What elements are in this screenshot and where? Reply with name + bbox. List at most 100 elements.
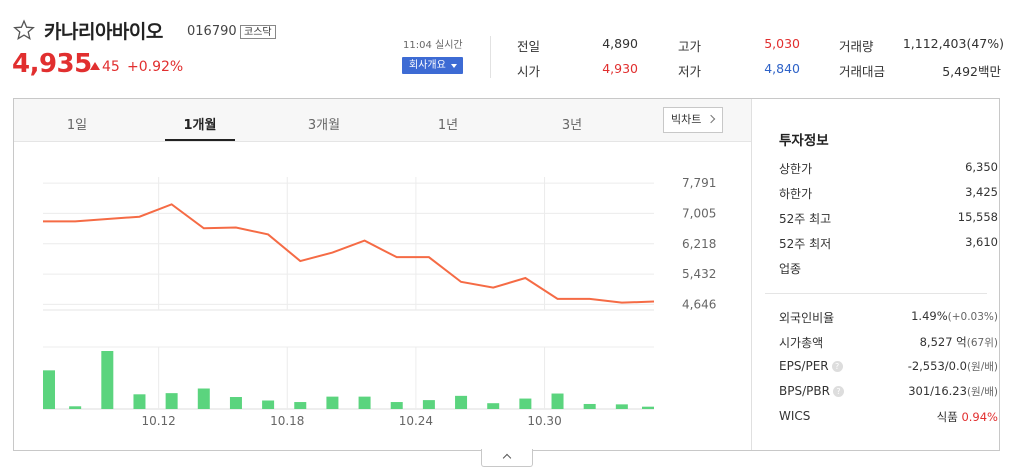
wics-value: 식품 0.94% xyxy=(937,409,998,425)
x-tick-label: 10.24 xyxy=(399,414,433,428)
volume-bar xyxy=(422,400,435,409)
stock-header: 카나리아바이오 016790 코스닥 4,935 45 +0.92% 11:04… xyxy=(0,0,1021,95)
volume-bar xyxy=(358,396,371,409)
info-divider xyxy=(765,293,987,294)
tab-3year[interactable]: 3년 xyxy=(561,118,583,133)
volume-bar xyxy=(165,393,178,409)
up-arrow-icon xyxy=(90,62,100,70)
eps-per-value: -2,553/0.0(원/배) xyxy=(908,359,998,374)
foreign-ratio-number: 1.49% xyxy=(911,309,948,323)
volume-label: 거래량 xyxy=(839,39,874,54)
tab-3month[interactable]: 3개월 xyxy=(307,118,341,133)
current-price: 4,935 xyxy=(12,49,92,79)
volume-bar xyxy=(69,406,82,409)
x-tick-label: 10.12 xyxy=(141,414,175,428)
bps-pbr-number: 301/16.23 xyxy=(908,384,967,398)
foreign-ratio-change: (+0.03%) xyxy=(947,311,998,323)
low-value: 4,840 xyxy=(764,61,800,76)
volume-bar xyxy=(487,403,500,409)
volume-bar xyxy=(642,406,654,409)
y-tick-label: 7,791 xyxy=(682,176,716,190)
low-label: 저가 xyxy=(678,64,702,79)
help-icon[interactable]: ? xyxy=(831,361,843,372)
y-tick-label: 5,432 xyxy=(682,267,716,281)
price-line xyxy=(43,203,655,304)
dropdown-arrow-icon xyxy=(451,64,457,68)
eps-per-label: EPS/PER? xyxy=(779,359,843,373)
market-cap-value: 8,527 억(67위) xyxy=(920,334,998,350)
company-overview-label: 회사개요 xyxy=(409,60,446,71)
eps-per-text: EPS/PER xyxy=(779,359,829,373)
y-tick-label: 7,005 xyxy=(682,206,716,220)
favorite-star-icon[interactable] xyxy=(13,19,35,41)
prev-close-value: 4,890 xyxy=(602,36,638,51)
chart-panel: 1일 1개월 3개월 1년 3년 빅차트 7,791 7,005 6,218 5,43… xyxy=(13,98,1000,451)
week52-low-label: 52주 최저 xyxy=(779,237,832,251)
market-cap-label: 시가총액 xyxy=(779,336,824,350)
volume-bar xyxy=(294,402,307,409)
period-tabs: 1일 1개월 3개월 1년 3년 빅차트 xyxy=(14,99,751,142)
tab-1day[interactable]: 1일 xyxy=(66,118,88,133)
trade-amount-value: 5,492백만 xyxy=(942,64,1001,79)
big-chart-label: 빅차트 xyxy=(671,113,702,126)
volume-bar xyxy=(390,402,403,409)
bps-pbr-text: BPS/PBR xyxy=(779,384,830,398)
stock-code: 016790 xyxy=(187,24,237,39)
collapse-button[interactable] xyxy=(481,449,533,467)
market-badge: 코스닥 xyxy=(240,25,276,39)
x-tick-label: 10.30 xyxy=(527,414,561,428)
foreign-ratio-label: 외국인비율 xyxy=(779,311,835,325)
side-divider xyxy=(751,99,752,450)
open-label: 시가 xyxy=(517,64,541,79)
upper-limit-value: 6,350 xyxy=(965,160,998,174)
week52-low-value: 3,610 xyxy=(965,235,998,249)
market-cap-number: 8,527 억 xyxy=(919,335,967,349)
eps-per-number: -2,553/0.0 xyxy=(907,359,967,373)
y-tick-label: 4,646 xyxy=(682,297,716,311)
week52-high-value: 15,558 xyxy=(957,210,998,224)
lower-limit-value: 3,425 xyxy=(965,185,998,199)
trade-amount-label: 거래대금 xyxy=(839,64,886,79)
price-change-percent: +0.92% xyxy=(127,59,184,75)
bps-pbr-value: 301/16.23(원/배) xyxy=(908,384,998,399)
wics-label: WICS xyxy=(779,409,811,423)
sector-label: 업종 xyxy=(779,262,802,276)
chevron-up-icon xyxy=(502,453,512,463)
high-label: 고가 xyxy=(678,39,702,54)
bps-pbr-unit: (원/배) xyxy=(966,386,998,398)
chevron-right-icon xyxy=(706,114,716,124)
volume-value: 1,112,403(47%) xyxy=(902,36,1004,51)
market-cap-rank: (67위) xyxy=(966,337,998,349)
realtime-label: 11:04 실시간 xyxy=(403,40,463,51)
volume-bar xyxy=(229,397,242,409)
company-overview-button[interactable]: 회사개요 xyxy=(402,57,463,74)
bps-pbr-label: BPS/PBR? xyxy=(779,384,844,398)
volume-bar xyxy=(326,396,339,409)
stock-name[interactable]: 카나리아바이오 xyxy=(44,21,163,43)
volume-bar xyxy=(133,394,146,409)
wics-change: 0.94% xyxy=(961,410,998,424)
big-chart-button[interactable]: 빅차트 xyxy=(663,107,723,133)
active-tab-indicator xyxy=(165,139,235,141)
tab-1month[interactable]: 1개월 xyxy=(183,118,217,133)
volume-bar xyxy=(583,403,596,409)
volume-bar xyxy=(615,404,628,409)
help-icon[interactable]: ? xyxy=(832,386,844,397)
volume-bar xyxy=(262,400,275,409)
price-change: 45 xyxy=(102,59,120,75)
prev-close-label: 전일 xyxy=(517,39,541,54)
divider xyxy=(490,36,491,78)
open-value: 4,930 xyxy=(602,61,638,76)
tab-1year[interactable]: 1년 xyxy=(437,118,459,133)
wics-sector[interactable]: 식품 xyxy=(936,410,958,424)
investment-info-title: 투자정보 xyxy=(779,133,829,149)
volume-bar xyxy=(43,370,55,409)
high-value: 5,030 xyxy=(764,36,800,51)
x-tick-label: 10.18 xyxy=(270,414,304,428)
volume-bar xyxy=(551,393,564,409)
week52-high-label: 52주 최고 xyxy=(779,212,832,226)
eps-per-unit: (원/배) xyxy=(966,361,998,373)
price-chart[interactable]: 7,791 7,005 6,218 5,432 4,646 10.12 10.18 10.24… xyxy=(14,142,751,451)
volume-bar xyxy=(101,351,114,409)
lower-limit-label: 하한가 xyxy=(779,187,813,201)
